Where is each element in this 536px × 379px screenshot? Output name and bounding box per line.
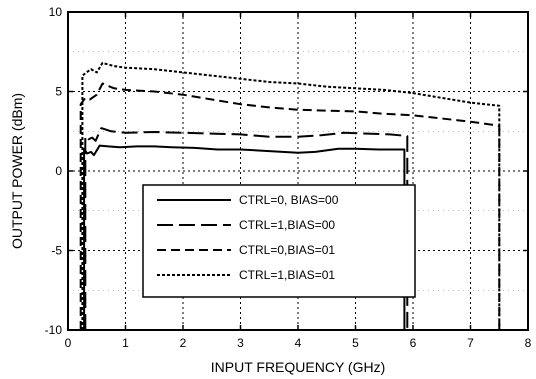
x-tick-label: 4 bbox=[295, 336, 302, 350]
series-line-1 bbox=[83, 144, 406, 330]
x-tick-label: 2 bbox=[180, 336, 187, 350]
x-tick-label: 0 bbox=[65, 336, 72, 350]
legend-label-3: CTRL=0,BIAS=01 bbox=[239, 243, 335, 257]
series-line-2 bbox=[84, 127, 409, 330]
x-tick-label: 7 bbox=[467, 336, 474, 350]
y-tick-label: 0 bbox=[55, 164, 62, 178]
y-tick-label: -10 bbox=[45, 323, 63, 337]
legend-label-2: CTRL=1,BIAS=00 bbox=[239, 218, 335, 232]
x-axis-label: INPUT FREQUENCY (GHz) bbox=[211, 359, 386, 375]
x-tick-label: 1 bbox=[122, 336, 129, 350]
x-tick-label: 8 bbox=[525, 336, 532, 350]
y-axis-label: OUTPUT POWER (dBm) bbox=[9, 93, 25, 249]
legend-label-1: CTRL=0, BIAS=00 bbox=[239, 193, 339, 207]
x-tick-label: 3 bbox=[237, 336, 244, 350]
y-tick-label: 10 bbox=[49, 5, 63, 19]
legend-box bbox=[142, 184, 416, 298]
x-tick-label: 5 bbox=[352, 336, 359, 350]
y-tick-label: -5 bbox=[51, 244, 62, 258]
legend-label-4: CTRL=1,BIAS=01 bbox=[239, 268, 335, 282]
x-tick-label: 6 bbox=[410, 336, 417, 350]
series-line-4 bbox=[81, 61, 501, 330]
series-line-3 bbox=[79, 82, 501, 330]
y-tick-label: 5 bbox=[55, 85, 62, 99]
